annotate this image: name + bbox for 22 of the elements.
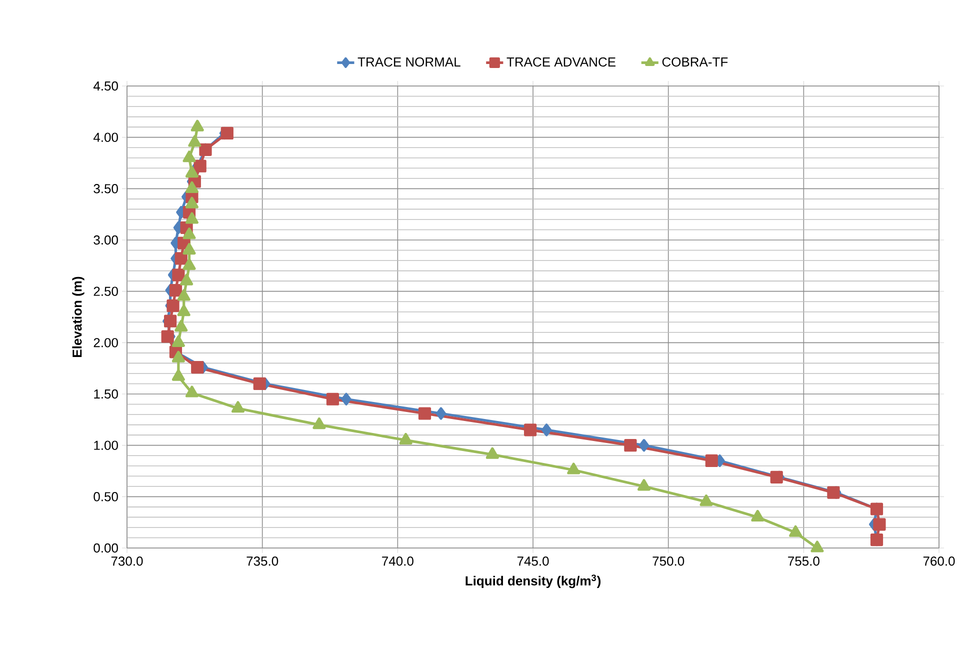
x-tick-label: 730.0 — [111, 556, 143, 566]
x-tick-label: 760.0 — [923, 556, 955, 566]
x-tick-label: 755.0 — [788, 556, 820, 566]
legend-label: TRACE NORMAL — [358, 57, 460, 67]
y-tick-label: 1.00 — [94, 440, 118, 450]
legend-label: TRACE ADVANCE — [506, 57, 616, 67]
y-tick-label: 3.50 — [94, 184, 118, 194]
y-tick-label: 4.50 — [93, 81, 118, 91]
x-tick-label: 740.0 — [382, 556, 414, 566]
y-axis-title: Elevation (m) — [72, 276, 84, 357]
x-tick-label: 750.0 — [652, 556, 684, 566]
legend-label: COBRA-TF — [662, 57, 728, 67]
y-tick-label: 2.50 — [94, 286, 118, 296]
y-tick-label: 0.50 — [94, 492, 118, 502]
y-tick-label: 1.50 — [94, 389, 118, 399]
y-tick-label: 3.00 — [94, 235, 118, 245]
x-tick-label: 745.0 — [517, 556, 549, 566]
y-tick-label: 0.00 — [94, 543, 118, 553]
x-axis-title: Liquid density (kg/m$^{3}$) — [466, 574, 601, 588]
y-tick-label: 4.00 — [93, 132, 118, 142]
x-tick-label: 735.0 — [246, 556, 278, 566]
y-tick-label: 2.00 — [94, 338, 118, 348]
